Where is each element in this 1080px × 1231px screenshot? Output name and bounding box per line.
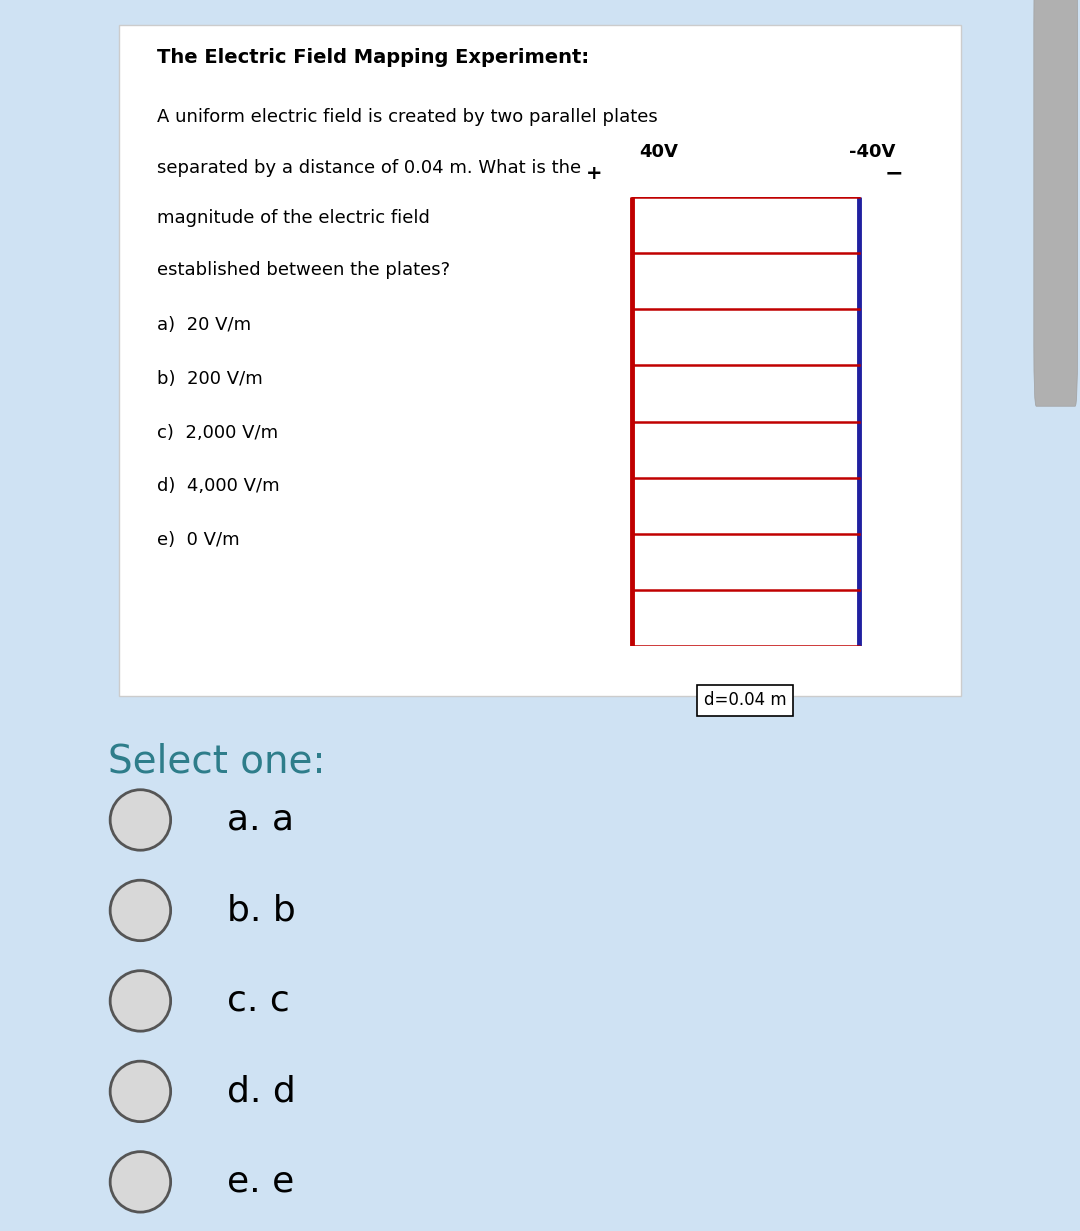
Text: 40V: 40V (639, 143, 678, 161)
Text: a)  20 V/m: a) 20 V/m (157, 316, 251, 335)
Text: separated by a distance of 0.04 m. What is the: separated by a distance of 0.04 m. What … (157, 159, 581, 177)
Text: The Electric Field Mapping Experiment:: The Electric Field Mapping Experiment: (157, 48, 589, 68)
FancyBboxPatch shape (1034, 0, 1078, 406)
Text: c. c: c. c (227, 984, 289, 1018)
Text: a. a: a. a (227, 803, 294, 837)
Text: -40V: -40V (849, 143, 895, 161)
Ellipse shape (110, 880, 171, 940)
Text: e)  0 V/m: e) 0 V/m (157, 531, 240, 549)
Ellipse shape (110, 1061, 171, 1121)
Text: e. e: e. e (227, 1165, 294, 1199)
Text: c)  2,000 V/m: c) 2,000 V/m (157, 423, 278, 442)
Text: −: − (885, 164, 903, 183)
Text: d)  4,000 V/m: d) 4,000 V/m (157, 478, 280, 495)
Ellipse shape (110, 790, 171, 851)
Text: d=0.04 m: d=0.04 m (704, 692, 786, 709)
Text: magnitude of the electric field: magnitude of the electric field (157, 209, 430, 227)
Text: +: + (585, 165, 603, 183)
Text: d. d: d. d (227, 1075, 296, 1108)
Text: Select one:: Select one: (108, 742, 325, 780)
Ellipse shape (110, 971, 171, 1032)
Text: b)  200 V/m: b) 200 V/m (157, 371, 262, 388)
Ellipse shape (110, 1152, 171, 1213)
Text: b. b: b. b (227, 894, 296, 927)
Text: established between the plates?: established between the plates? (157, 261, 450, 278)
Text: A uniform electric field is created by two parallel plates: A uniform electric field is created by t… (157, 108, 658, 127)
